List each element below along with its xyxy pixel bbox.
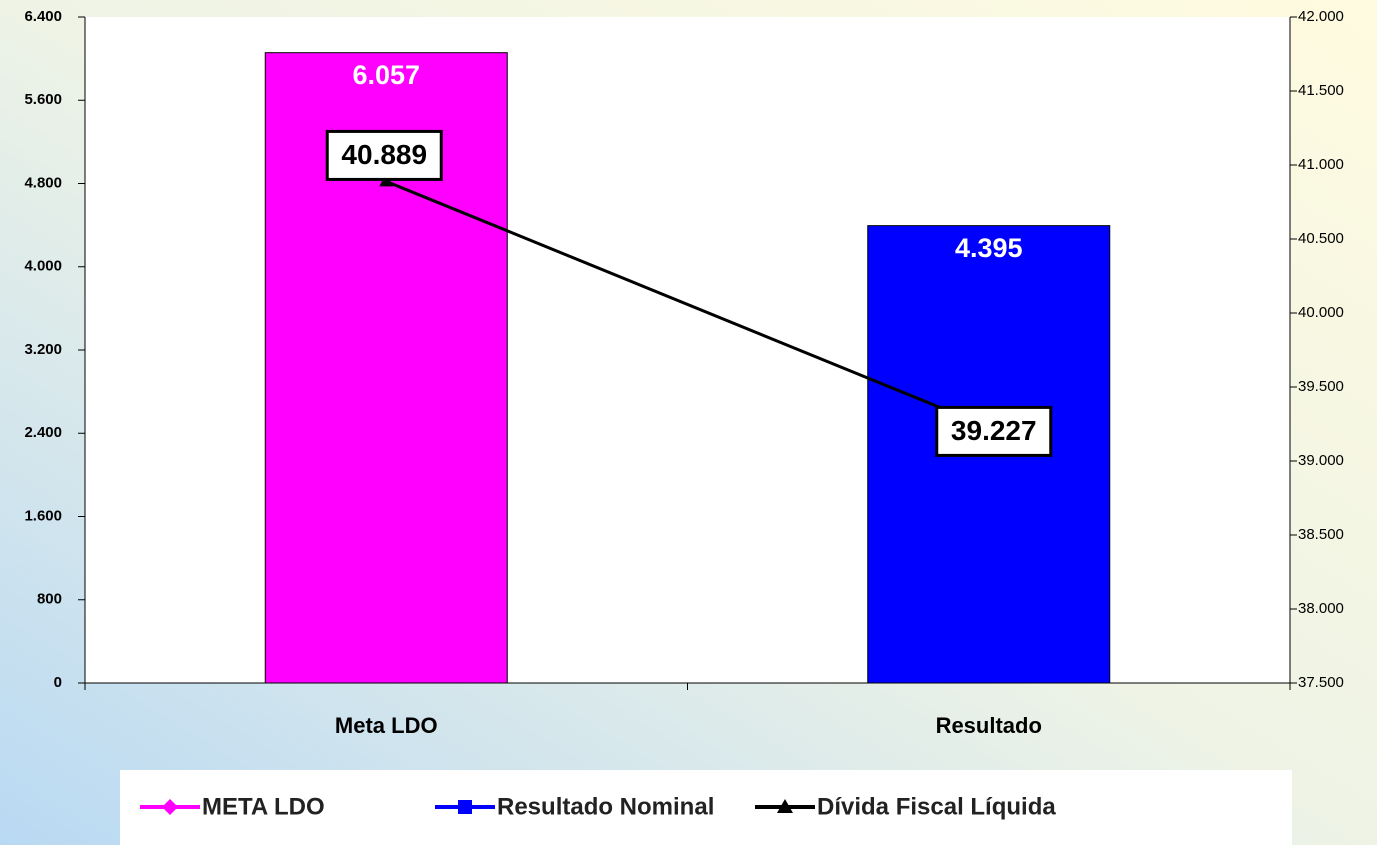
value-label: 39.227 bbox=[951, 415, 1037, 446]
y-tick-label: 2.400 bbox=[24, 424, 62, 441]
y2-tick-label: 38.000 bbox=[1298, 600, 1344, 617]
legend-label: META LDO bbox=[202, 793, 325, 820]
y2-tick-label: 37.500 bbox=[1298, 674, 1344, 691]
y2-tick-label: 39.000 bbox=[1298, 452, 1344, 469]
value-label: 6.057 bbox=[352, 60, 420, 90]
legend-marker bbox=[458, 800, 472, 814]
legend-label: Resultado Nominal bbox=[497, 793, 714, 820]
y-tick-label: 4.800 bbox=[24, 174, 62, 191]
y2-tick-label: 39.500 bbox=[1298, 378, 1344, 395]
y-tick-label: 6.400 bbox=[24, 8, 62, 25]
y2-tick-label: 41.000 bbox=[1298, 156, 1344, 173]
value-label-box bbox=[935, 405, 1053, 457]
legend-label: Dívida Fiscal Líquida bbox=[817, 793, 1056, 820]
y2-tick-label: 42.000 bbox=[1298, 8, 1344, 25]
y2-tick-label: 40.500 bbox=[1298, 230, 1344, 247]
value-label: 40.889 bbox=[341, 139, 427, 170]
y-tick-label: 800 bbox=[37, 591, 62, 608]
x-tick-label: Resultado bbox=[936, 713, 1042, 738]
legend-marker bbox=[777, 799, 793, 813]
legend-box bbox=[120, 770, 1292, 845]
legend-marker bbox=[162, 799, 178, 815]
y-tick-label: 5.600 bbox=[24, 91, 62, 108]
y-tick-label: 0 bbox=[54, 674, 62, 691]
y-tick-label: 3.200 bbox=[24, 341, 62, 358]
value-label: 4.395 bbox=[955, 233, 1023, 263]
y2-tick-label: 40.000 bbox=[1298, 304, 1344, 321]
y2-tick-label: 38.500 bbox=[1298, 526, 1344, 543]
y-tick-label: 1.600 bbox=[24, 507, 62, 524]
y2-tick-label: 41.500 bbox=[1298, 82, 1344, 99]
x-tick-label: Meta LDO bbox=[335, 713, 438, 738]
line bbox=[385, 180, 990, 429]
value-label-box bbox=[325, 129, 443, 181]
y-tick-label: 4.000 bbox=[24, 258, 62, 275]
